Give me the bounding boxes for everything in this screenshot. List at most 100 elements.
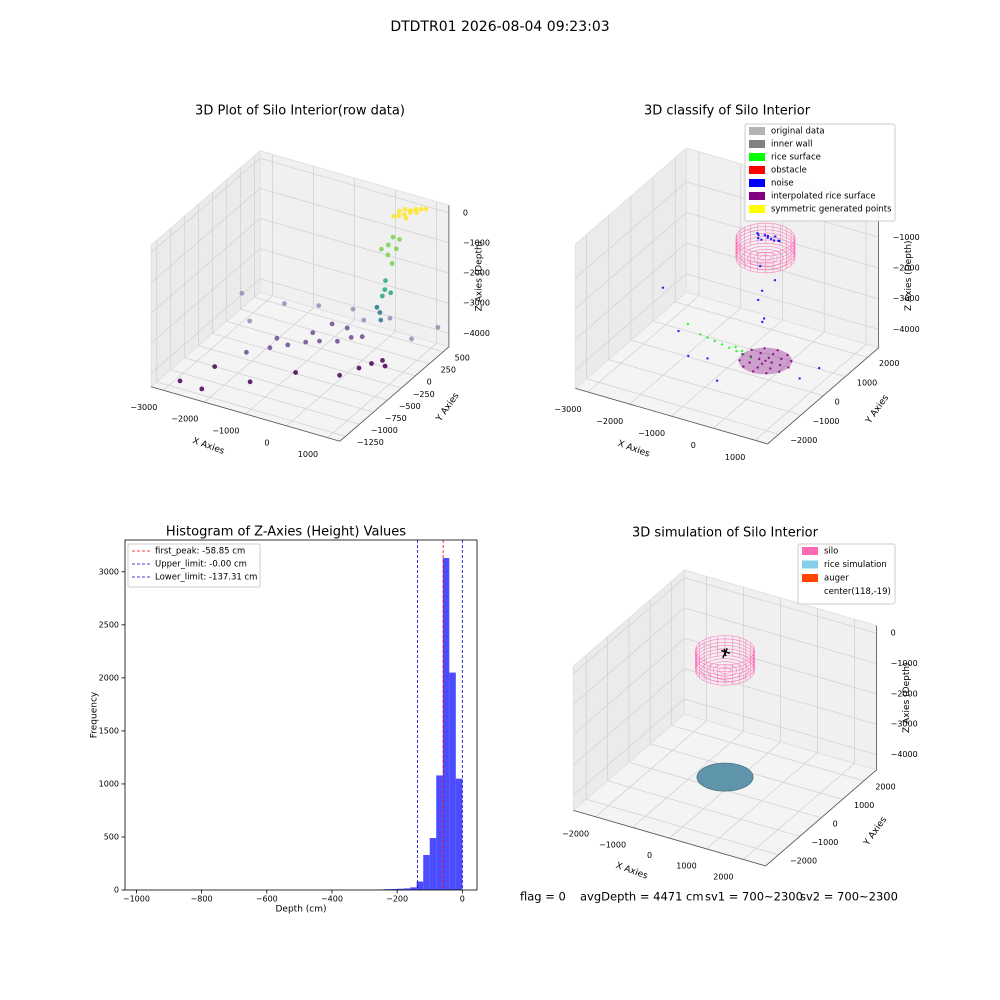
- bar: [436, 775, 443, 890]
- point: [282, 301, 287, 307]
- y-tick-label: 2500: [99, 620, 119, 629]
- z-tick-label: −4000: [891, 750, 918, 759]
- z-tick-label: 0: [891, 629, 896, 638]
- y-axis-label: Y Axies: [864, 393, 892, 426]
- legend-label: rice simulation: [824, 560, 887, 570]
- annotation: sv2 = 700~2300: [800, 890, 898, 904]
- point: [356, 365, 362, 371]
- grid-line: [198, 204, 388, 401]
- y-tick-label: 0: [427, 378, 432, 387]
- point: [244, 349, 249, 355]
- point: [274, 335, 280, 341]
- grid-line: [163, 154, 273, 391]
- y-tick-label: −2000: [790, 436, 817, 445]
- point: [735, 349, 738, 353]
- z-axis-label: Z Axies (Depth): [474, 241, 484, 312]
- grid-line: [240, 167, 430, 365]
- grid-line: [585, 655, 779, 856]
- point: [778, 370, 781, 373]
- point: [383, 278, 388, 283]
- point: [720, 343, 724, 346]
- grid-line: [150, 248, 450, 344]
- grid-line: [586, 234, 779, 435]
- point: [759, 351, 762, 355]
- figure-title: DTDTR01 2026-08-04 09:23:03: [390, 19, 609, 35]
- y-tick-label: 0: [833, 820, 838, 829]
- grid-line: [156, 240, 346, 437]
- y-tick-label: 2000: [875, 783, 895, 792]
- point: [348, 335, 354, 340]
- grid-line: [652, 176, 846, 377]
- point: [773, 279, 777, 282]
- legend-box: [797, 543, 896, 605]
- point: [748, 361, 751, 364]
- y-axis-label: Frequency: [90, 691, 100, 738]
- point: [382, 287, 388, 292]
- grid-line: [286, 189, 396, 427]
- grid-line: [674, 157, 868, 358]
- point: [397, 237, 402, 242]
- axis-line: [575, 203, 879, 445]
- point: [756, 232, 759, 235]
- axis-line: [573, 625, 877, 867]
- x-tick-label: 2000: [713, 872, 733, 881]
- point: [762, 317, 766, 320]
- point: [391, 214, 396, 219]
- x-axis-label: X Axies: [191, 436, 226, 457]
- point: [778, 363, 782, 367]
- point: [742, 365, 745, 368]
- point: [686, 322, 690, 326]
- point: [787, 366, 790, 369]
- y-tick-label: 0: [114, 886, 119, 895]
- point: [379, 293, 385, 299]
- y-tick-label: −1000: [812, 417, 839, 426]
- legend-swatch: [749, 192, 765, 200]
- z-tick-label: −4000: [463, 329, 490, 338]
- z-tick-label: −1000: [891, 659, 918, 668]
- x-tick-label: 0: [460, 895, 465, 904]
- x-tick-label: 1000: [725, 453, 745, 462]
- x-axis-label: X Axies: [614, 861, 649, 882]
- plot-frame: [124, 539, 478, 891]
- y-tick-label: 250: [441, 366, 456, 375]
- y-tick-label: 3000: [99, 567, 119, 576]
- bar: [455, 778, 463, 890]
- legend-label: silo: [824, 547, 838, 557]
- y-tick-label: −2000: [790, 857, 817, 866]
- z-tick-label: −2000: [463, 269, 490, 278]
- grid-line: [327, 201, 437, 439]
- point: [378, 317, 384, 323]
- point: [687, 354, 690, 358]
- point: [379, 246, 384, 252]
- point: [713, 339, 716, 343]
- y-tick-label: 1000: [854, 801, 874, 810]
- y-tick-label: −250: [413, 390, 435, 399]
- axis-line: [150, 205, 450, 442]
- point: [757, 298, 760, 302]
- point: [661, 286, 665, 289]
- point: [423, 206, 429, 212]
- legend-swatch: [749, 179, 765, 187]
- point: [761, 320, 764, 324]
- point: [763, 347, 766, 350]
- bar: [384, 889, 391, 890]
- y-tick-label: 500: [455, 353, 470, 362]
- point: [760, 238, 763, 241]
- z-tick-label: −3000: [463, 299, 490, 308]
- point: [390, 234, 396, 240]
- point: [239, 290, 245, 296]
- rice-simulation: [696, 762, 754, 792]
- legend-swatch: [802, 574, 818, 582]
- bar: [410, 887, 417, 890]
- point: [780, 357, 783, 361]
- point: [759, 265, 762, 268]
- point: [377, 310, 383, 315]
- point: [414, 210, 419, 216]
- z-tick-label: −1000: [893, 233, 920, 242]
- grid-line: [573, 577, 877, 675]
- point: [435, 324, 441, 330]
- legend-swatch: [749, 127, 765, 135]
- z-tick-label: −4000: [893, 325, 920, 334]
- y-tick-label: 2000: [99, 673, 119, 682]
